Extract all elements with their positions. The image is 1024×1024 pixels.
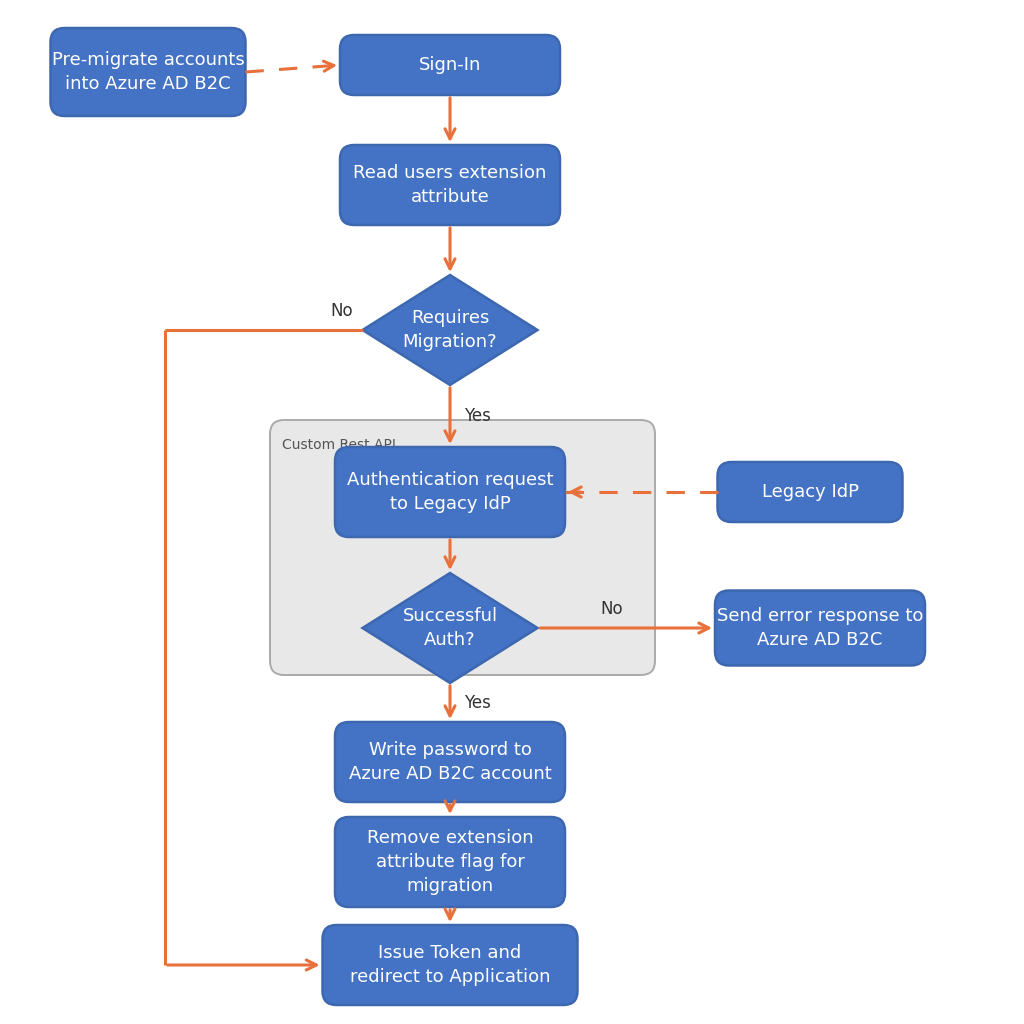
FancyBboxPatch shape: [50, 28, 246, 116]
FancyBboxPatch shape: [335, 817, 565, 907]
Text: Yes: Yes: [464, 407, 490, 425]
Text: Yes: Yes: [464, 693, 490, 712]
FancyBboxPatch shape: [715, 591, 925, 666]
Text: No: No: [600, 600, 623, 618]
Text: No: No: [330, 302, 352, 319]
FancyBboxPatch shape: [340, 145, 560, 225]
Text: Issue Token and
redirect to Application: Issue Token and redirect to Application: [350, 944, 550, 986]
Text: Authentication request
to Legacy IdP: Authentication request to Legacy IdP: [347, 471, 553, 513]
Text: Requires
Migration?: Requires Migration?: [402, 309, 498, 351]
FancyBboxPatch shape: [340, 35, 560, 95]
Text: Remove extension
attribute flag for
migration: Remove extension attribute flag for migr…: [367, 828, 534, 895]
Text: Pre-migrate accounts
into Azure AD B2C: Pre-migrate accounts into Azure AD B2C: [51, 51, 245, 93]
FancyBboxPatch shape: [335, 447, 565, 537]
Text: Send error response to
Azure AD B2C: Send error response to Azure AD B2C: [717, 607, 924, 649]
Text: Legacy IdP: Legacy IdP: [762, 483, 858, 501]
Text: Custom Rest API: Custom Rest API: [282, 438, 396, 452]
FancyBboxPatch shape: [323, 925, 578, 1005]
Polygon shape: [362, 573, 538, 683]
Text: Write password to
Azure AD B2C account: Write password to Azure AD B2C account: [348, 740, 551, 783]
FancyBboxPatch shape: [335, 722, 565, 802]
FancyBboxPatch shape: [718, 462, 902, 522]
FancyBboxPatch shape: [270, 420, 655, 675]
Polygon shape: [362, 275, 538, 385]
Text: Sign-In: Sign-In: [419, 56, 481, 74]
Text: Read users extension
attribute: Read users extension attribute: [353, 164, 547, 206]
Text: Successful
Auth?: Successful Auth?: [402, 607, 498, 649]
